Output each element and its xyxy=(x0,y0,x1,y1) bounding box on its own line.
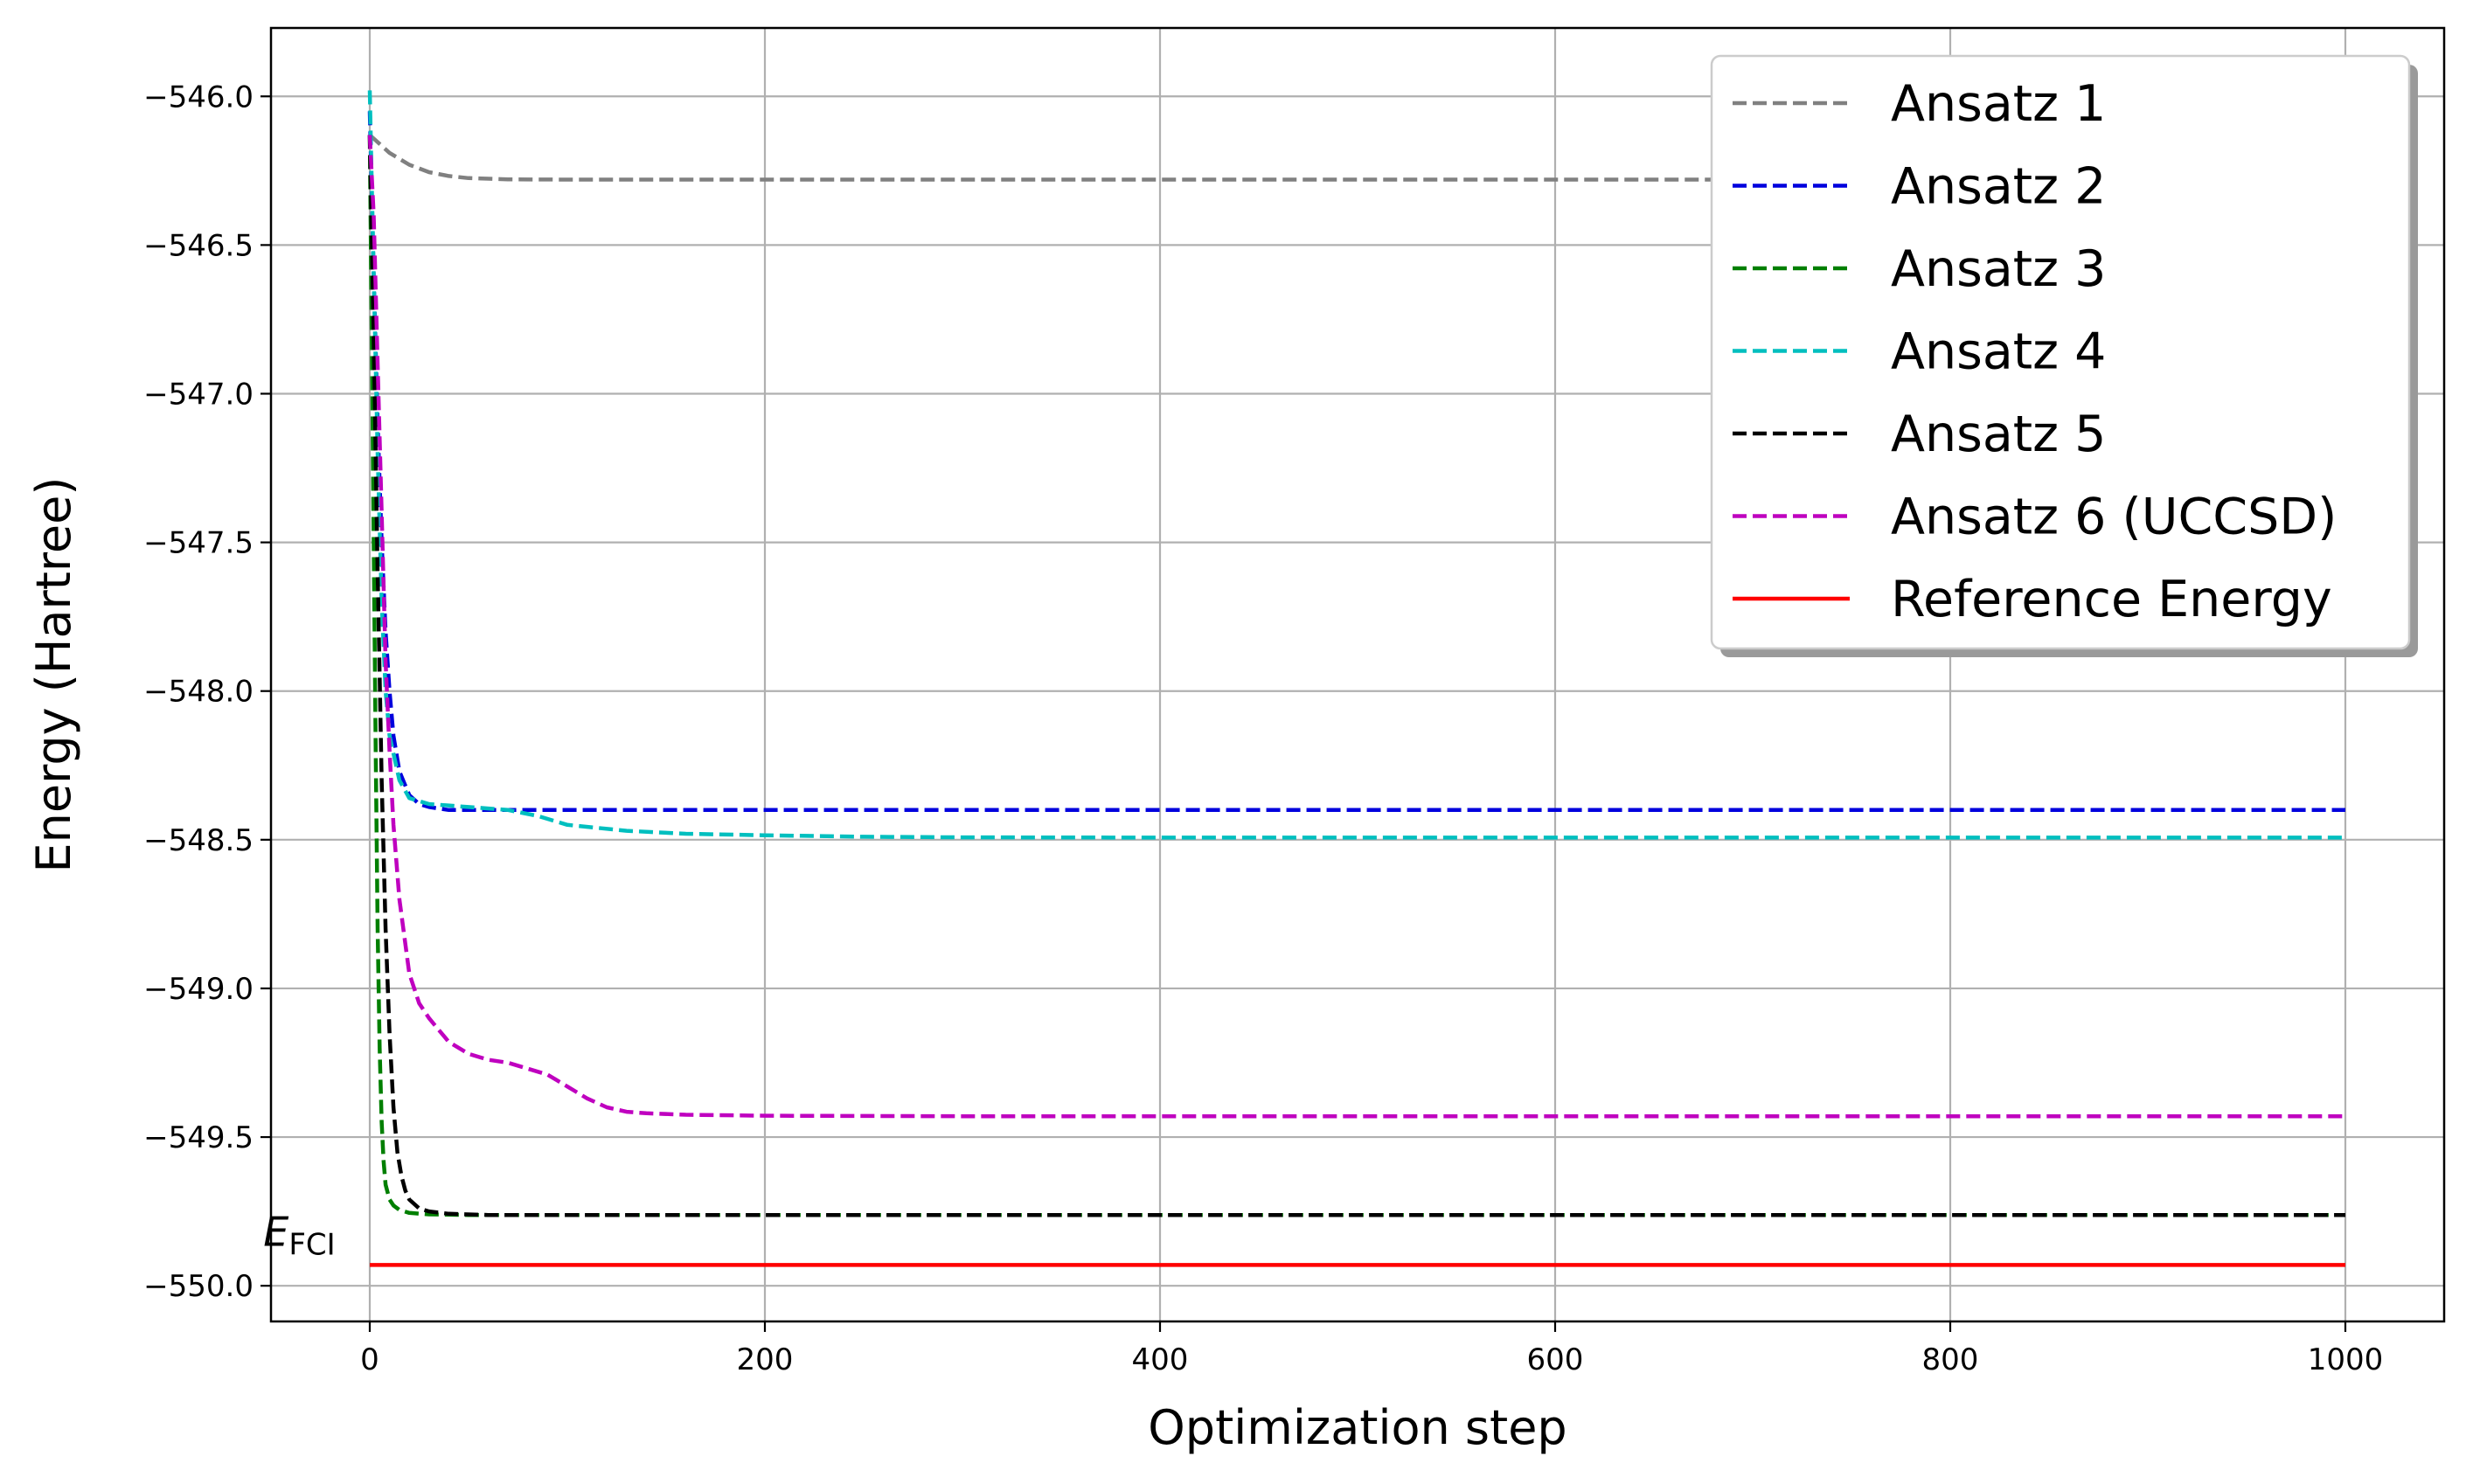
y-tick-label: −550.0 xyxy=(143,1269,254,1304)
x-tick-label: 800 xyxy=(1922,1342,1979,1377)
series-line-6 xyxy=(367,135,2345,1119)
x-axis-label: Optimization step xyxy=(1148,1400,1566,1455)
series-line-5 xyxy=(367,135,2345,1217)
axes-frame xyxy=(269,26,2446,1323)
y-axis-label: Energy (Hartree) xyxy=(26,477,81,873)
series-line-1 xyxy=(368,133,2345,182)
x-tick-label: 400 xyxy=(1132,1342,1189,1377)
y-tick-label: −548.0 xyxy=(143,675,254,710)
legend-label: Ansatz 6 (UCCSD) xyxy=(1891,489,2337,546)
legend-label: Ansatz 1 xyxy=(1891,75,2106,133)
annotations: EFCI xyxy=(263,1209,335,1263)
legend-label: Ansatz 3 xyxy=(1891,240,2106,298)
legend-label: Ansatz 2 xyxy=(1891,158,2106,216)
series-lines xyxy=(367,90,2345,1267)
y-tick-label: −547.0 xyxy=(143,377,254,412)
ticks: 0 200 400 600 800 1000 −546.0 −546.5 −547.0 −547.… xyxy=(143,80,2383,1377)
y-tick-label: −546.5 xyxy=(143,228,254,263)
y-tick-label: −548.5 xyxy=(143,823,254,858)
legend-label: Reference Energy xyxy=(1891,571,2332,628)
legend: Ansatz 1 Ansatz 2 Ansatz 3 Ansatz 4 Ansatz 5… xyxy=(1710,54,2418,657)
legend-label: Ansatz 4 xyxy=(1891,323,2106,381)
y-tick-label: −549.0 xyxy=(143,972,254,1007)
x-tick-label: 200 xyxy=(737,1342,794,1377)
y-tick-label: −549.5 xyxy=(143,1120,254,1155)
y-tick-label: −547.5 xyxy=(143,526,254,561)
x-tick-label: 0 xyxy=(360,1342,379,1377)
y-tick-label: −546.0 xyxy=(143,80,254,114)
efci-annotation: EFCI xyxy=(263,1209,335,1263)
legend-label: Ansatz 5 xyxy=(1891,406,2106,463)
series-line-3 xyxy=(367,135,2345,1217)
legend-box xyxy=(1710,54,2411,650)
x-tick-label: 1000 xyxy=(2308,1342,2384,1377)
x-tick-label: 600 xyxy=(1527,1342,1584,1377)
